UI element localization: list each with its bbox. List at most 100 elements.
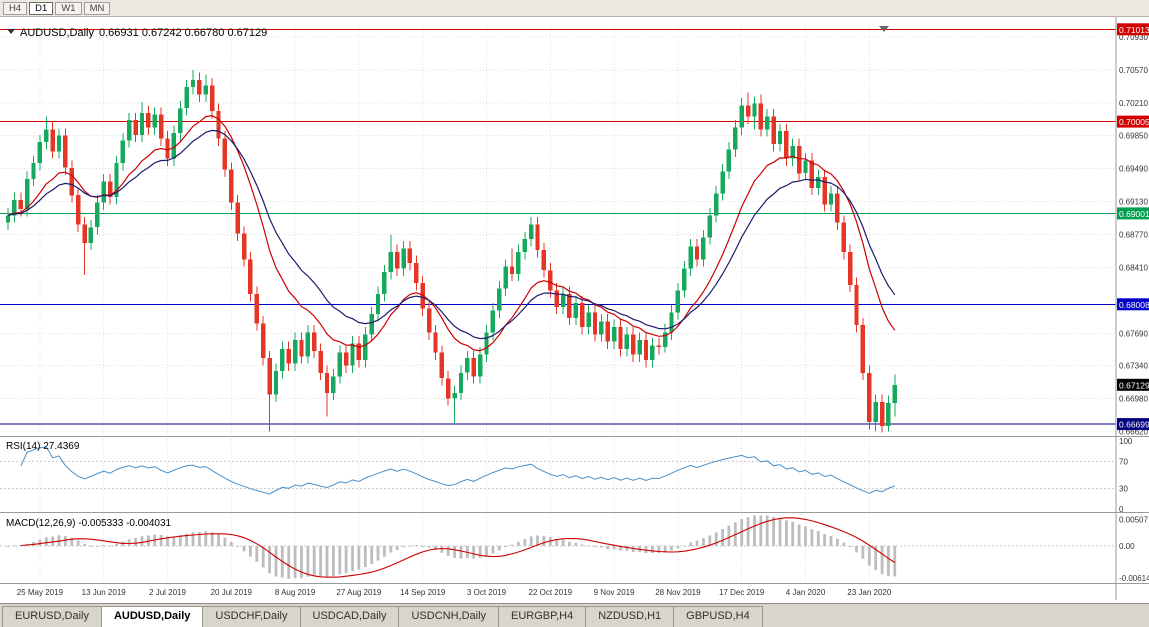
price-tick-label: 0.67690 bbox=[1119, 329, 1148, 338]
macd-histogram-bar bbox=[887, 546, 890, 577]
price-level-box-label: 0.66699 bbox=[1119, 420, 1149, 430]
macd-histogram-bar bbox=[338, 546, 342, 575]
macd-histogram-bar bbox=[721, 529, 724, 546]
macd-histogram-bar bbox=[217, 534, 220, 546]
timeframe-button-w1[interactable]: W1 bbox=[55, 1, 82, 15]
candle-body bbox=[777, 131, 783, 144]
macd-histogram-bar bbox=[344, 546, 348, 574]
macd-histogram-bar bbox=[689, 542, 693, 546]
candle-body bbox=[841, 222, 846, 252]
macd-histogram-bar bbox=[791, 521, 795, 546]
date-label: 13 Jun 2019 bbox=[82, 588, 127, 597]
macd-histogram-bar bbox=[140, 536, 144, 546]
macd-histogram-bar bbox=[765, 515, 769, 546]
macd-histogram-bar bbox=[746, 517, 750, 546]
chart-tab-usdcad-daily[interactable]: USDCAD,Daily bbox=[299, 606, 400, 627]
chart-tab-audusd-daily[interactable]: AUDUSD,Daily bbox=[100, 606, 204, 627]
candle-body bbox=[784, 131, 789, 159]
macd-histogram-bar bbox=[504, 546, 507, 548]
candle-body bbox=[860, 325, 866, 373]
date-label: 3 Oct 2019 bbox=[467, 588, 507, 597]
candle-body bbox=[803, 160, 808, 174]
macd-histogram-bar bbox=[83, 543, 86, 546]
price-tick-label: 0.69850 bbox=[1119, 132, 1148, 141]
candle-body bbox=[407, 248, 413, 263]
macd-histogram-bar bbox=[19, 545, 23, 547]
candle-body bbox=[522, 239, 527, 252]
candle-body bbox=[650, 345, 655, 360]
price-level-box bbox=[1117, 115, 1149, 128]
macd-histogram-bar bbox=[70, 537, 74, 546]
timeframe-button-mn[interactable]: MN bbox=[83, 1, 111, 15]
macd-histogram-bar bbox=[249, 546, 252, 557]
price-level-box-label: 0.69001 bbox=[1119, 209, 1149, 219]
macd-histogram-bar bbox=[497, 546, 501, 551]
candle-body bbox=[701, 237, 706, 260]
timeframe-button-h4[interactable]: H4 bbox=[3, 1, 28, 15]
macd-histogram-bar bbox=[357, 546, 361, 570]
price-chart[interactable]: 25 May 2019 13 Jun 2019 2 Jul 2019 20 Jul 2… bbox=[0, 17, 1149, 603]
macd-histogram-bar bbox=[682, 545, 686, 547]
candle-body bbox=[114, 163, 119, 198]
macd-histogram-bar bbox=[178, 535, 182, 546]
macd-histogram-bar bbox=[842, 542, 846, 546]
symbol-dropdown-triangle-icon[interactable] bbox=[7, 29, 15, 34]
macd-histogram-bar bbox=[427, 546, 431, 548]
macd-histogram-bar bbox=[363, 546, 367, 568]
candle-body bbox=[18, 199, 23, 209]
chart-tab-eurusd-daily[interactable]: EURUSD,Daily bbox=[2, 606, 102, 627]
candle-body bbox=[688, 246, 693, 269]
chart-shift-marker[interactable] bbox=[879, 26, 889, 32]
chart-tab-usdchf-daily[interactable]: USDCHF,Daily bbox=[202, 606, 301, 627]
chart-tab-nzdusd-h1[interactable]: NZDUSD,H1 bbox=[585, 606, 675, 627]
candle-body bbox=[567, 294, 572, 318]
macd-histogram-bar bbox=[408, 545, 412, 547]
candle-body bbox=[726, 149, 732, 172]
price-level-box bbox=[1117, 23, 1149, 36]
candle-body bbox=[752, 103, 757, 117]
candle-body bbox=[790, 145, 795, 159]
macd-histogram-bar bbox=[255, 546, 259, 562]
candle-body bbox=[324, 372, 330, 393]
macd-histogram-bar bbox=[855, 546, 858, 553]
macd-histogram-bar bbox=[523, 539, 527, 546]
macd-scale-label: 0.00507 bbox=[1119, 516, 1148, 525]
candle-body bbox=[254, 294, 259, 324]
chart-tab-gbpusd-h4[interactable]: GBPUSD,H4 bbox=[673, 606, 763, 627]
macd-histogram-bar bbox=[51, 536, 55, 546]
candle-body bbox=[822, 176, 827, 205]
price-level-box bbox=[1117, 207, 1149, 220]
macd-histogram-bar bbox=[95, 545, 99, 547]
candle-body bbox=[586, 312, 591, 327]
candle-body bbox=[656, 345, 661, 348]
chart-tab-usdcnh-daily[interactable]: USDCNH,Daily bbox=[398, 606, 500, 627]
date-label: 8 Aug 2019 bbox=[275, 588, 316, 597]
candle-body bbox=[395, 252, 400, 269]
rsi-scale-label: 30 bbox=[1119, 485, 1128, 494]
chart-tab-eurgbp-h4[interactable]: EURGBP,H4 bbox=[498, 606, 587, 627]
candle-body bbox=[305, 332, 311, 357]
candle-body bbox=[5, 215, 11, 223]
macd-histogram-bar bbox=[485, 546, 488, 556]
candle-body bbox=[375, 294, 381, 315]
candle-body bbox=[879, 402, 885, 426]
candle-body bbox=[707, 215, 712, 238]
candle-body bbox=[107, 181, 113, 198]
candle-body bbox=[280, 349, 285, 371]
macd-histogram-bar bbox=[536, 535, 539, 546]
timeframe-button-d1[interactable]: D1 bbox=[29, 1, 54, 15]
candle-body bbox=[273, 370, 279, 395]
macd-histogram-bar bbox=[599, 546, 603, 548]
candle-body bbox=[388, 252, 393, 273]
candle-body bbox=[892, 384, 897, 403]
macd-histogram-bar bbox=[644, 546, 648, 554]
candle-body bbox=[222, 138, 228, 170]
candle-body bbox=[611, 327, 617, 342]
macd-histogram-bar bbox=[836, 538, 839, 546]
macd-histogram-bar bbox=[325, 546, 329, 577]
macd-histogram-bar bbox=[676, 546, 680, 549]
candle-body bbox=[299, 339, 304, 357]
candle-body bbox=[210, 85, 215, 111]
candle-body bbox=[88, 227, 94, 243]
candle-body bbox=[618, 327, 623, 349]
